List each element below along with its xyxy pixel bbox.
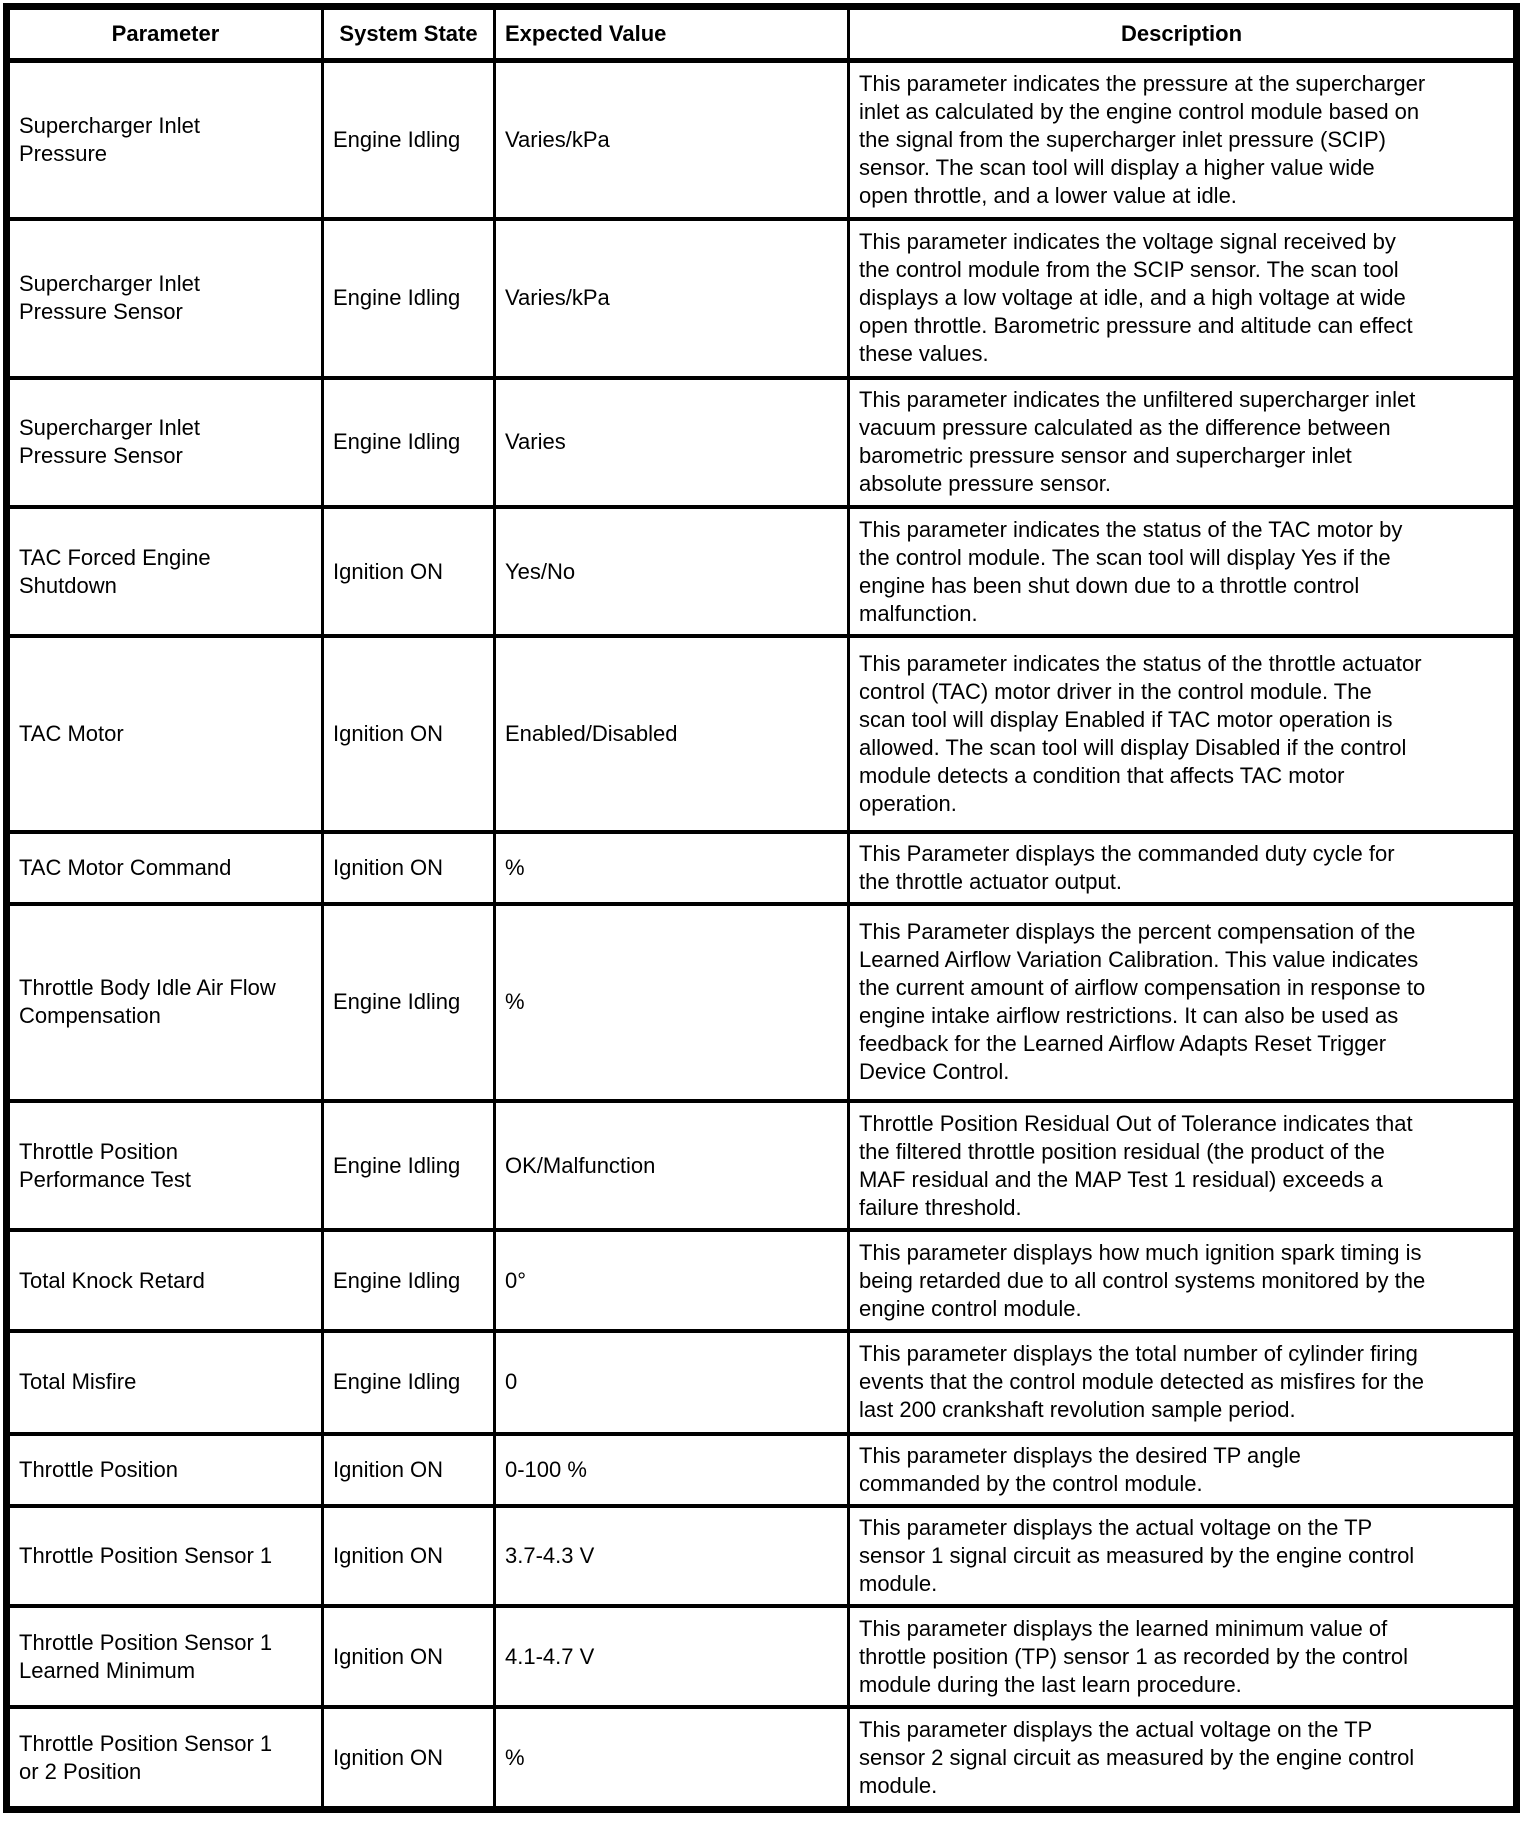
table-row: Throttle Body Idle Air Flow Compensation… — [5, 901, 1518, 1103]
cell-parameter: TAC Forced Engine Shutdown — [5, 504, 324, 639]
table-row: Throttle Position Ignition ON 0-100 % This … — [5, 1431, 1518, 1508]
col-header-parameter: Parameter — [5, 5, 324, 63]
table-body: Supercharger Inlet Pressure Engine Idling… — [5, 58, 1518, 1812]
cell-description: This parameter displays the actual volta… — [847, 1705, 1518, 1812]
cell-expected-value: Varies — [493, 375, 850, 509]
cell-system-state: Engine Idling — [321, 217, 496, 380]
table-row: TAC Motor Ignition ON Enabled/Disabled This… — [5, 634, 1518, 834]
cell-description: This Parameter displays the percent comp… — [847, 901, 1518, 1103]
cell-system-state: Engine Idling — [321, 375, 496, 509]
cell-expected-value: 0 — [493, 1329, 850, 1436]
cell-parameter: TAC Motor — [5, 634, 324, 834]
cell-parameter: Total Knock Retard — [5, 1228, 324, 1334]
cell-parameter: TAC Motor Command — [5, 829, 324, 906]
table-row: Total Misfire Engine Idling 0 This paramete… — [5, 1329, 1518, 1436]
cell-system-state: Engine Idling — [321, 58, 496, 222]
cell-description: This parameter displays the actual volta… — [847, 1503, 1518, 1609]
table-row: Total Knock Retard Engine Idling 0° This pa… — [5, 1228, 1518, 1334]
col-header-system-state: System State — [321, 5, 496, 63]
cell-system-state: Engine Idling — [321, 1329, 496, 1436]
cell-description: This parameter displays the total number… — [847, 1329, 1518, 1436]
cell-parameter: Throttle Position Performance Test — [5, 1098, 324, 1233]
cell-description: This Parameter displays the commanded du… — [847, 829, 1518, 906]
cell-expected-value: Enabled/Disabled — [493, 634, 850, 834]
header-row: Parameter System State Expected Value De… — [5, 5, 1518, 63]
cell-description: This parameter displays how much ignitio… — [847, 1228, 1518, 1334]
table-row: Throttle Position Sensor 1 Learned Minim… — [5, 1604, 1518, 1710]
cell-system-state: Engine Idling — [321, 901, 496, 1103]
cell-description: This parameter displays the learned mini… — [847, 1604, 1518, 1710]
cell-parameter: Throttle Position Sensor 1 Learned Minim… — [5, 1604, 324, 1710]
table-row: Supercharger Inlet Pressure Sensor Engine… — [5, 375, 1518, 509]
cell-system-state: Ignition ON — [321, 634, 496, 834]
cell-description: This parameter indicates the voltage sig… — [847, 217, 1518, 380]
cell-expected-value: Varies/kPa — [493, 217, 850, 380]
cell-parameter: Supercharger Inlet Pressure Sensor — [5, 217, 324, 380]
cell-system-state: Ignition ON — [321, 1705, 496, 1812]
cell-parameter: Throttle Position Sensor 1 — [5, 1503, 324, 1609]
table-row: Throttle Position Sensor 1 or 2 Position… — [5, 1705, 1518, 1812]
table-row: TAC Motor Command Ignition ON% This Parame… — [5, 829, 1518, 906]
cell-parameter: Total Misfire — [5, 1329, 324, 1436]
cell-expected-value: 0-100 % — [493, 1431, 850, 1508]
cell-system-state: Ignition ON — [321, 829, 496, 906]
cell-description: This parameter indicates the unfiltered … — [847, 375, 1518, 509]
table-row: Throttle Position Performance Test Engine… — [5, 1098, 1518, 1233]
table-row: Supercharger Inlet Pressure Sensor Engine… — [5, 217, 1518, 380]
scan-tool-parameter-table: Parameter System State Expected Value De… — [3, 3, 1520, 1813]
cell-description: This parameter indicates the status of t… — [847, 634, 1518, 834]
table-row: Supercharger Inlet Pressure Engine Idling… — [5, 58, 1518, 222]
cell-expected-value: % — [493, 829, 850, 906]
cell-description: This parameter displays the desired TP a… — [847, 1431, 1518, 1508]
cell-parameter: Throttle Position — [5, 1431, 324, 1508]
cell-parameter: Supercharger Inlet Pressure — [5, 58, 324, 222]
cell-parameter: Throttle Body Idle Air Flow Compensation — [5, 901, 324, 1103]
cell-description: Throttle Position Residual Out of Tolera… — [847, 1098, 1518, 1233]
cell-expected-value: Varies/kPa — [493, 58, 850, 222]
cell-expected-value: 3.7-4.3 V — [493, 1503, 850, 1609]
table-row: Throttle Position Sensor 1 Ignition ON 3.7… — [5, 1503, 1518, 1609]
cell-description: This parameter indicates the pressure at… — [847, 58, 1518, 222]
cell-expected-value: 4.1-4.7 V — [493, 1604, 850, 1710]
cell-parameter: Throttle Position Sensor 1 or 2 Position — [5, 1705, 324, 1812]
col-header-description: Description — [847, 5, 1518, 63]
cell-system-state: Engine Idling — [321, 1228, 496, 1334]
cell-expected-value: % — [493, 1705, 850, 1812]
cell-system-state: Engine Idling — [321, 1098, 496, 1233]
cell-system-state: Ignition ON — [321, 504, 496, 639]
cell-system-state: Ignition ON — [321, 1431, 496, 1508]
cell-description: This parameter indicates the status of t… — [847, 504, 1518, 639]
cell-expected-value: OK/Malfunction — [493, 1098, 850, 1233]
cell-system-state: Ignition ON — [321, 1503, 496, 1609]
col-header-expected-value: Expected Value — [493, 5, 850, 63]
cell-expected-value: % — [493, 901, 850, 1103]
cell-system-state: Ignition ON — [321, 1604, 496, 1710]
cell-parameter: Supercharger Inlet Pressure Sensor — [5, 375, 324, 509]
cell-expected-value: 0° — [493, 1228, 850, 1334]
cell-expected-value: Yes/No — [493, 504, 850, 639]
table-row: TAC Forced Engine Shutdown Ignition ON Yes… — [5, 504, 1518, 639]
